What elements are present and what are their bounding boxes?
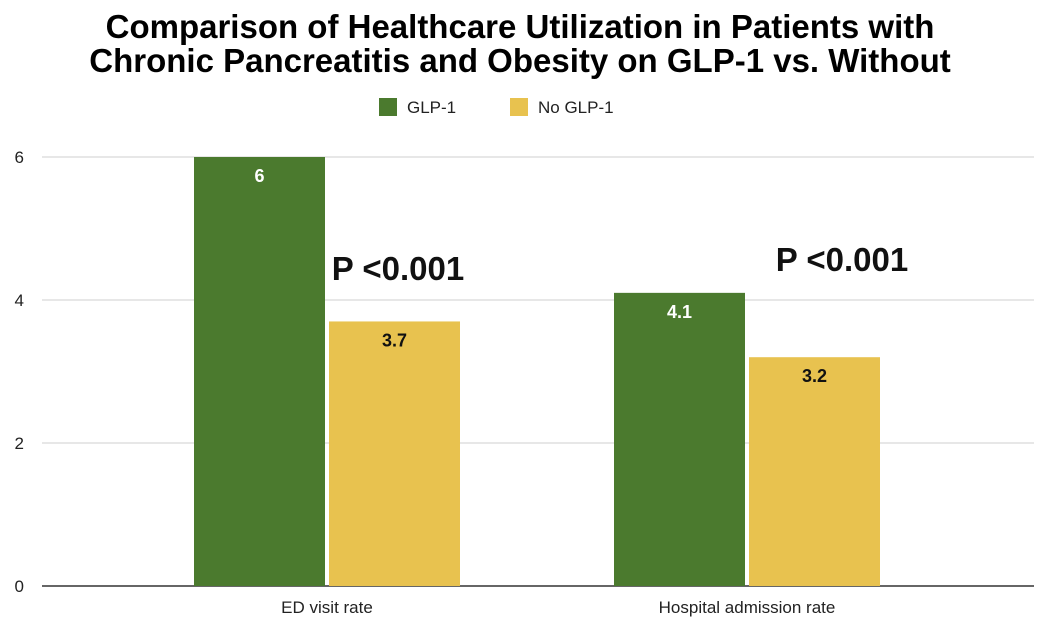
p-value-annotation-ed: P <0.001 [332, 250, 464, 287]
bar-no-glp1 [749, 357, 880, 586]
bars [194, 157, 880, 586]
data-label: 3.7 [382, 330, 407, 350]
legend: GLP-1 No GLP-1 [379, 98, 614, 117]
chart-title-line-2: Chronic Pancreatitis and Obesity on GLP-… [89, 42, 951, 79]
data-labels: 6 3.7 4.1 3.2 [254, 166, 827, 386]
x-category-label: Hospital admission rate [659, 598, 836, 617]
p-value-annotation-admission: P <0.001 [776, 241, 908, 278]
chart-title: Comparison of Healthcare Utilization in … [89, 8, 951, 79]
y-tick-label: 0 [15, 577, 24, 596]
x-category-label: ED visit rate [281, 598, 373, 617]
y-tick-label: 2 [15, 434, 24, 453]
data-label: 3.2 [802, 366, 827, 386]
bar-glp1 [614, 292, 745, 586]
y-tick-label: 6 [15, 148, 24, 167]
legend-label-glp1: GLP-1 [407, 98, 456, 117]
x-axis-categories: ED visit rate Hospital admission rate [281, 598, 835, 617]
bar-glp1 [194, 157, 325, 586]
annotations: P <0.001 P <0.001 [332, 241, 908, 287]
legend-swatch-no-glp1 [510, 98, 528, 116]
legend-label-no-glp1: No GLP-1 [538, 98, 614, 117]
bar-no-glp1 [329, 321, 460, 586]
data-label: 4.1 [667, 302, 692, 322]
data-label: 6 [254, 166, 264, 186]
y-axis-ticks: 0 2 4 6 [15, 148, 24, 596]
legend-swatch-glp1 [379, 98, 397, 116]
chart-title-line-1: Comparison of Healthcare Utilization in … [106, 8, 935, 45]
gridlines [42, 156, 1034, 587]
y-tick-label: 4 [15, 291, 24, 310]
